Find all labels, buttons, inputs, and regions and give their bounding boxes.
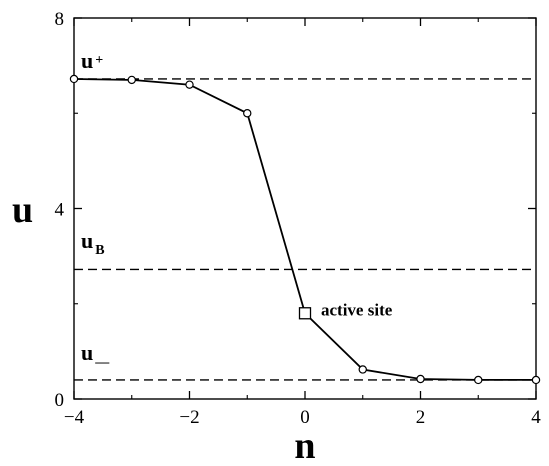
- reference-label-sub-0: +: [95, 53, 103, 68]
- reference-label-main-1: u: [81, 228, 93, 253]
- y-tick-label-2: 8: [55, 9, 65, 30]
- data-point: [531, 375, 541, 385]
- data-points: [69, 74, 541, 385]
- annotation-active-site: active site: [321, 300, 393, 319]
- plot-frame: [73, 17, 537, 400]
- tick-labels: −4 −2 0 2 4 0 4 8: [55, 9, 542, 428]
- data-point: [358, 365, 367, 374]
- reference-lines: [74, 78, 536, 381]
- series-line: [73, 78, 536, 381]
- x-tick-label-1: −2: [179, 407, 199, 428]
- data-point: [69, 74, 79, 84]
- y-tick-label-0: 0: [55, 390, 65, 411]
- data-point: [127, 75, 136, 85]
- reference-label-sub-2: —: [94, 355, 110, 370]
- y-tick-label-1: 4: [55, 200, 65, 221]
- data-point: [416, 374, 425, 384]
- reference-label-main-2: u: [81, 340, 93, 365]
- data-point: [185, 80, 194, 89]
- data-point: [243, 109, 252, 118]
- x-axis-label: n: [294, 425, 315, 466]
- data-point: [474, 375, 483, 385]
- reference-label-main-0: u: [81, 48, 93, 73]
- reference-label-0: u +: [81, 48, 103, 73]
- axis-ticks: [73, 17, 537, 400]
- x-tick-label-4: 4: [531, 407, 541, 428]
- reference-label-sub-1: B: [95, 243, 104, 258]
- x-tick-label-2: 0: [300, 407, 310, 428]
- data-point-square: [298, 307, 312, 320]
- reference-labels: u +u Bu —: [81, 48, 110, 370]
- reference-label-2: u —: [81, 340, 110, 370]
- x-tick-label-0: −4: [64, 407, 85, 428]
- x-tick-label-3: 2: [416, 407, 426, 428]
- y-axis-label: u: [12, 189, 33, 231]
